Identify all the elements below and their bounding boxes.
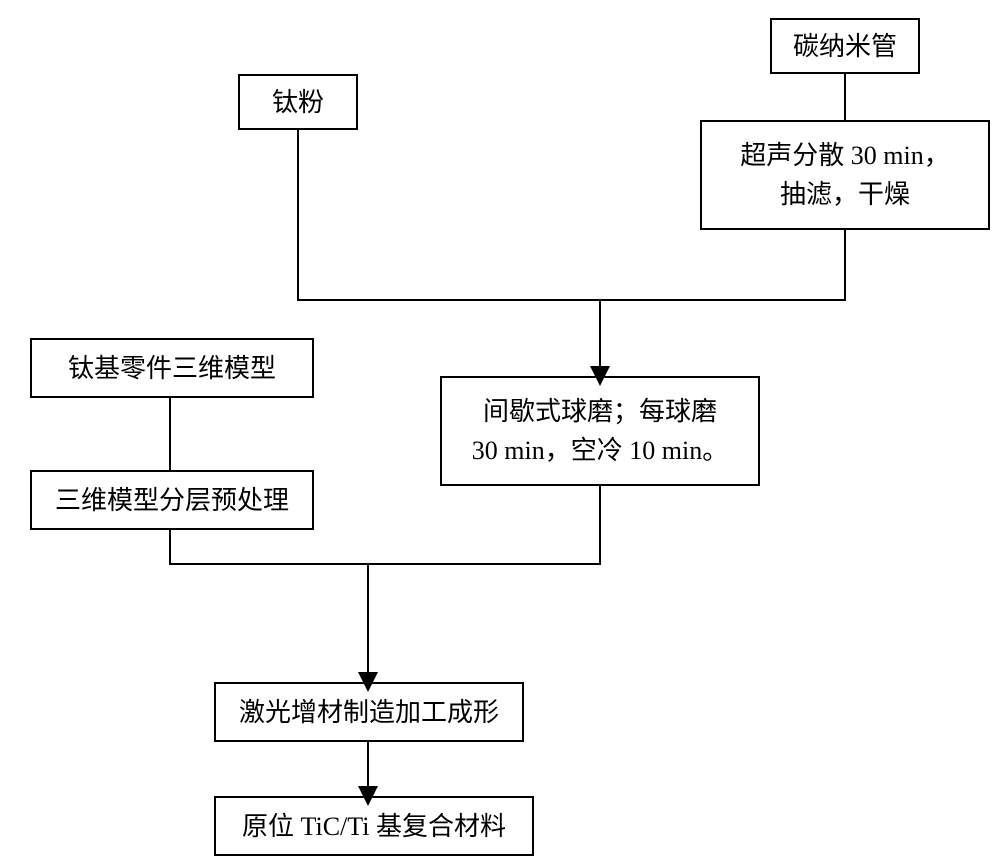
node-result-composite: 原位 TiC/Ti 基复合材料: [214, 796, 534, 856]
node-carbon-nanotube: 碳纳米管: [770, 18, 920, 74]
node-3d-model: 钛基零件三维模型: [30, 338, 314, 398]
node-ultrasonic: 超声分散 30 min， 抽滤，干燥: [700, 120, 990, 230]
node-ti-powder: 钛粉: [238, 74, 358, 130]
node-preprocess: 三维模型分层预处理: [30, 470, 314, 530]
node-laser-additive: 激光增材制造加工成形: [214, 682, 524, 742]
node-ball-mill: 间歇式球磨；每球磨 30 min，空冷 10 min。: [440, 376, 760, 486]
